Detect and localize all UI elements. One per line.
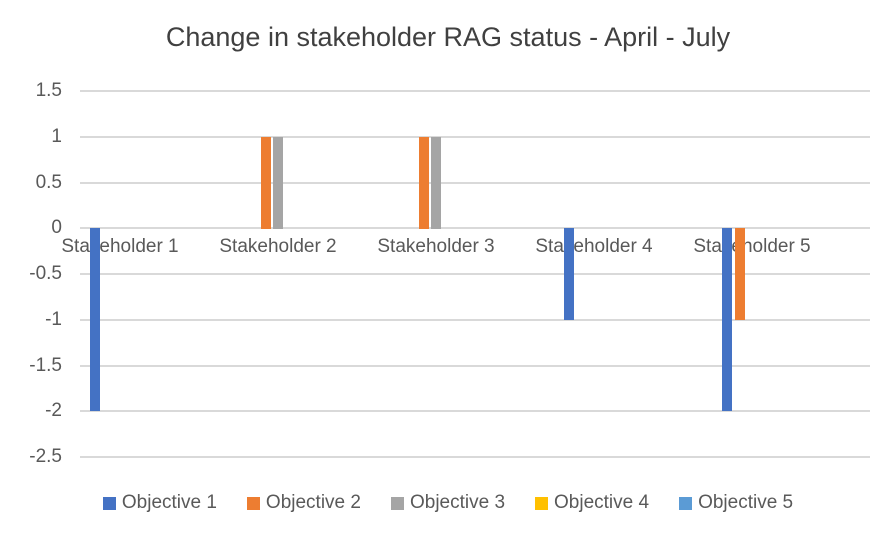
legend-color-swatch xyxy=(102,496,116,510)
x-axis-line xyxy=(80,227,870,229)
y-axis-tick-label: 0.5 xyxy=(35,172,62,193)
gridline xyxy=(80,319,870,321)
legend-label: Objective 1 xyxy=(121,492,217,513)
bar-objective-1-stakeholder-5 xyxy=(722,228,732,411)
gridline xyxy=(80,410,870,412)
bar-objective-2-stakeholder-3 xyxy=(419,137,429,229)
bar-objective-3-stakeholder-3 xyxy=(431,137,441,229)
legend-color-swatch xyxy=(535,496,549,510)
bar-objective-2-stakeholder-2 xyxy=(261,137,271,229)
y-axis-tick-label: -2.5 xyxy=(29,446,62,467)
legend-label: Objective 5 xyxy=(698,492,794,513)
x-axis-category-label: Stakeholder 4 xyxy=(535,236,653,257)
chart-title: Change in stakeholder RAG status - April… xyxy=(165,22,731,52)
bar-objective-2-stakeholder-5 xyxy=(735,228,745,320)
gridline xyxy=(80,273,870,275)
bar-objective-1-stakeholder-1 xyxy=(90,228,100,411)
y-axis-tick-label: 0 xyxy=(51,217,62,238)
legend-color-swatch xyxy=(679,496,693,510)
legend-color-swatch xyxy=(390,496,404,510)
y-axis-tick-label: -2 xyxy=(45,400,62,421)
legend-item-objective-5: Objective 5 xyxy=(679,492,793,514)
gridline xyxy=(80,136,870,138)
y-axis-tick-label: -1 xyxy=(45,309,62,330)
gridline xyxy=(80,365,870,367)
legend-item-objective-3: Objective 3 xyxy=(390,492,506,514)
legend-color-swatch xyxy=(246,496,260,510)
legend-item-objective-2: Objective 2 xyxy=(246,492,361,514)
gridline xyxy=(80,182,870,184)
legend-item-objective-4: Objective 4 xyxy=(535,492,649,514)
legend-label: Objective 2 xyxy=(265,492,361,513)
legend-label: Objective 4 xyxy=(554,492,650,513)
x-axis-category-label: Stakeholder 3 xyxy=(377,236,495,257)
gridline xyxy=(80,456,870,458)
x-axis-category-label: Stakeholder 5 xyxy=(693,236,811,257)
y-axis-tick-label: -0.5 xyxy=(29,263,62,284)
y-axis-tick-label: -1.5 xyxy=(29,355,62,376)
legend-label: Objective 3 xyxy=(409,492,506,513)
y-axis-tick-label: 1 xyxy=(51,126,62,147)
x-axis-category-label: Stakeholder 2 xyxy=(219,236,337,257)
legend-item-objective-1: Objective 1 xyxy=(102,492,217,514)
bar-objective-3-stakeholder-2 xyxy=(273,137,283,229)
legend: Objective 1 Objective 2 Objective 3 Objecti… xyxy=(0,492,896,514)
y-axis-tick-label: 1.5 xyxy=(35,80,62,101)
gridline xyxy=(80,90,870,92)
x-axis-category-label: Stakeholder 1 xyxy=(61,236,179,257)
bar-objective-1-stakeholder-4 xyxy=(564,228,574,320)
